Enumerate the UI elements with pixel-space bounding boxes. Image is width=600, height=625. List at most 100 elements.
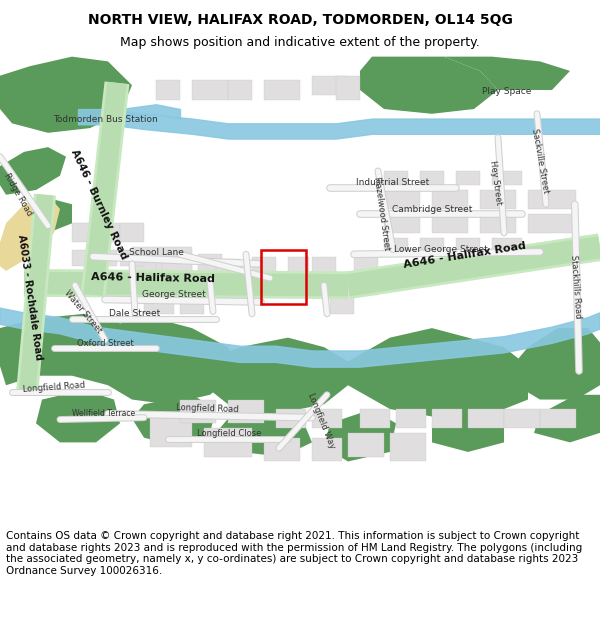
Polygon shape — [360, 57, 498, 114]
Bar — [162, 254, 192, 273]
Polygon shape — [0, 195, 60, 271]
Text: A6033 - Rochdale Road: A6033 - Rochdale Road — [16, 234, 44, 361]
Text: Wellfield Terrace: Wellfield Terrace — [71, 409, 135, 418]
Polygon shape — [36, 390, 120, 442]
Bar — [132, 247, 192, 273]
Bar — [336, 76, 360, 99]
Text: Stackhills Road: Stackhills Road — [569, 254, 583, 318]
Bar — [432, 190, 468, 209]
Bar — [261, 249, 306, 304]
Text: NORTH VIEW, HALIFAX ROAD, TODMORDEN, OL14 5QG: NORTH VIEW, HALIFAX ROAD, TODMORDEN, OL1… — [88, 13, 512, 27]
Bar — [384, 238, 408, 252]
Bar — [390, 433, 426, 461]
Bar — [540, 409, 576, 428]
Bar — [420, 238, 444, 252]
Text: Lower George Street: Lower George Street — [394, 244, 488, 254]
Polygon shape — [132, 395, 216, 447]
Bar — [96, 223, 120, 243]
Text: Play Space: Play Space — [482, 87, 532, 96]
Bar — [504, 409, 540, 428]
Bar — [132, 254, 156, 273]
Bar — [216, 278, 240, 295]
Bar — [396, 409, 426, 428]
Bar — [432, 409, 462, 428]
Text: Hey Street: Hey Street — [488, 160, 503, 206]
Text: A646 - Halifax Road: A646 - Halifax Road — [403, 241, 527, 271]
Bar — [180, 399, 216, 423]
Text: Longfield Close: Longfield Close — [197, 429, 262, 438]
Bar — [264, 81, 300, 99]
Polygon shape — [216, 404, 312, 457]
Bar — [432, 214, 468, 233]
Text: School Lane: School Lane — [128, 248, 184, 258]
Bar — [156, 81, 180, 99]
Text: A646 - Burnley Road: A646 - Burnley Road — [69, 148, 129, 261]
Polygon shape — [0, 57, 132, 133]
Bar — [120, 249, 144, 266]
Text: Longfield Way: Longfield Way — [306, 392, 336, 450]
Bar — [264, 438, 300, 461]
Text: Ridge Road: Ridge Road — [2, 172, 34, 217]
Bar — [330, 276, 354, 295]
Bar — [180, 276, 204, 295]
Bar — [384, 171, 408, 185]
Bar — [330, 295, 354, 314]
Text: Industrial Street: Industrial Street — [356, 178, 430, 187]
Bar — [288, 257, 309, 276]
Bar — [312, 438, 342, 461]
Text: Cambridge Street: Cambridge Street — [392, 204, 472, 214]
Bar — [456, 238, 480, 252]
Bar — [72, 249, 96, 266]
Bar — [312, 76, 348, 95]
Bar — [192, 81, 228, 99]
Text: Contains OS data © Crown copyright and database right 2021. This information is : Contains OS data © Crown copyright and d… — [6, 531, 582, 576]
Bar — [528, 190, 576, 209]
Text: Hazelwood Street: Hazelwood Street — [372, 176, 391, 251]
Bar — [228, 81, 252, 99]
Bar — [492, 171, 522, 185]
Bar — [360, 409, 390, 428]
Text: Dale Street: Dale Street — [109, 309, 161, 318]
Text: Longfield Road: Longfield Road — [23, 381, 85, 394]
Text: George Street: George Street — [142, 290, 206, 299]
Bar — [72, 223, 96, 243]
Bar — [198, 254, 222, 273]
Bar — [252, 276, 276, 295]
Bar — [228, 399, 264, 423]
Bar — [354, 276, 378, 295]
Bar — [480, 214, 516, 233]
Bar — [312, 409, 342, 428]
Text: Water Street: Water Street — [62, 288, 103, 334]
Text: Todmorden Bus Station: Todmorden Bus Station — [53, 115, 157, 124]
Bar — [150, 414, 192, 447]
Bar — [216, 259, 240, 276]
Bar — [528, 214, 576, 233]
Polygon shape — [534, 395, 600, 442]
Text: Oxford Street: Oxford Street — [77, 339, 133, 348]
Bar — [468, 409, 504, 428]
Polygon shape — [0, 147, 66, 195]
Bar — [384, 214, 420, 233]
Polygon shape — [324, 409, 396, 461]
Bar — [420, 171, 444, 185]
Bar — [456, 171, 480, 185]
Bar — [120, 223, 144, 243]
Polygon shape — [204, 338, 348, 414]
Polygon shape — [444, 57, 570, 90]
Bar — [204, 428, 252, 457]
Bar — [348, 433, 384, 457]
Bar — [276, 409, 306, 428]
Bar — [180, 297, 204, 314]
Text: Map shows position and indicative extent of the property.: Map shows position and indicative extent… — [120, 36, 480, 49]
Polygon shape — [432, 404, 504, 452]
Bar — [492, 238, 522, 252]
Polygon shape — [30, 199, 72, 233]
Bar — [144, 295, 174, 314]
Polygon shape — [0, 314, 240, 404]
Polygon shape — [516, 328, 600, 399]
Bar — [480, 190, 516, 209]
Bar — [144, 276, 180, 295]
Text: A646 - Halifax Road: A646 - Halifax Road — [91, 271, 215, 284]
Polygon shape — [348, 328, 528, 419]
Bar — [252, 257, 276, 276]
